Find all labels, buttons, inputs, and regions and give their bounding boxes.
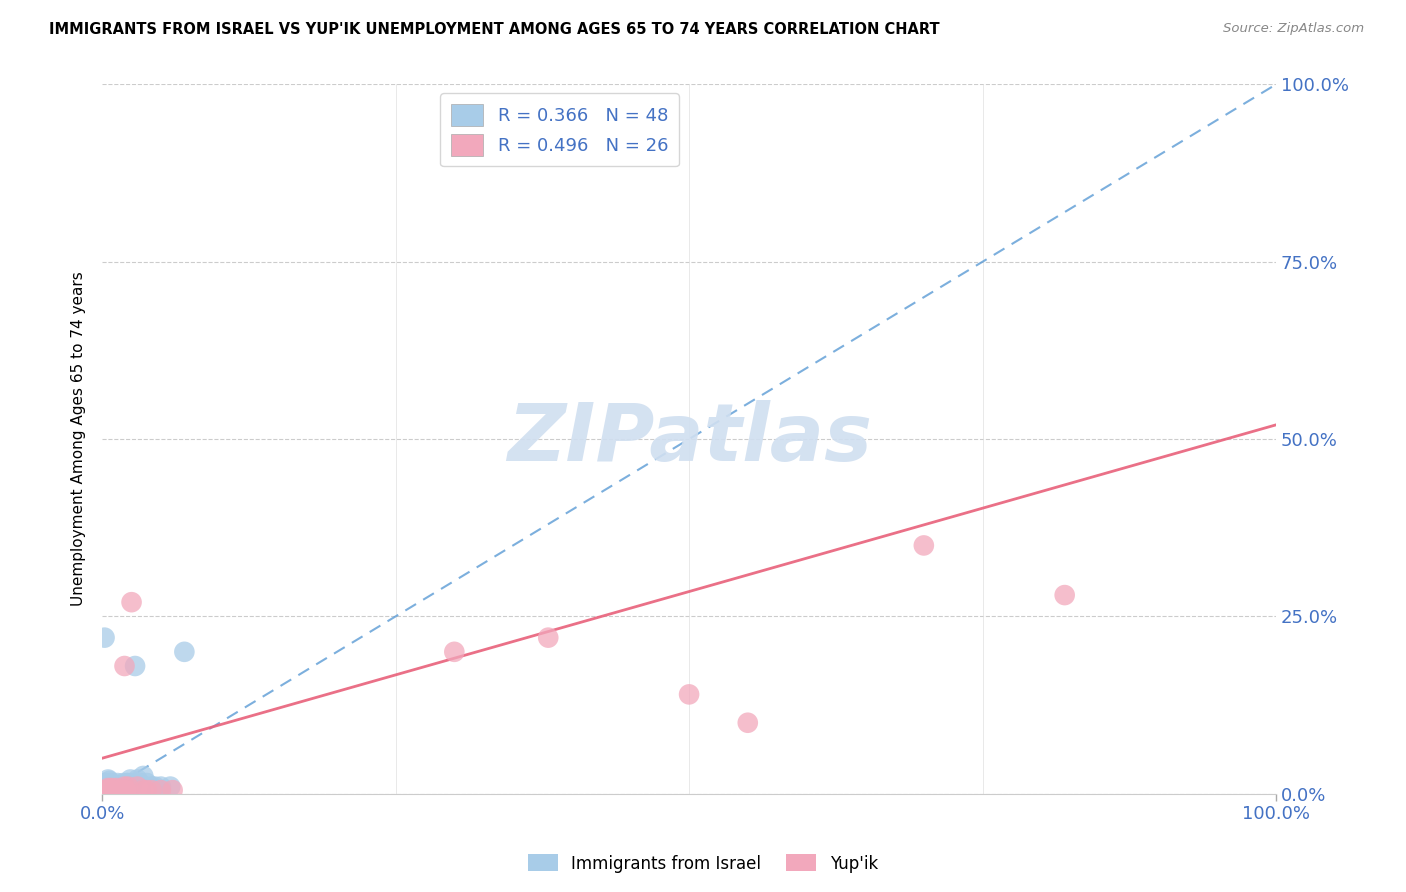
Point	[93, 776, 115, 790]
Point	[93, 631, 115, 645]
Point	[101, 783, 124, 797]
Point	[127, 772, 149, 787]
Point	[100, 778, 122, 792]
Point	[105, 780, 128, 795]
Point	[100, 776, 122, 790]
Point	[110, 778, 132, 792]
Point	[141, 780, 163, 794]
Point	[117, 780, 139, 794]
Point	[104, 780, 127, 794]
Point	[93, 783, 115, 797]
Point	[121, 595, 143, 609]
Text: Source: ZipAtlas.com: Source: ZipAtlas.com	[1223, 22, 1364, 36]
Point	[96, 785, 118, 799]
Point	[1053, 588, 1076, 602]
Point	[114, 780, 136, 794]
Point	[120, 772, 142, 787]
Point	[105, 780, 128, 794]
Point	[103, 778, 125, 792]
Point	[132, 769, 155, 783]
Point	[135, 776, 157, 790]
Point	[94, 776, 117, 790]
Point	[143, 780, 166, 794]
Point	[162, 783, 184, 797]
Point	[98, 783, 121, 797]
Point	[114, 783, 136, 797]
Legend: Immigrants from Israel, Yup'ik: Immigrants from Israel, Yup'ik	[522, 847, 884, 880]
Point	[100, 780, 122, 795]
Point	[135, 783, 157, 797]
Point	[96, 780, 118, 795]
Point	[149, 780, 172, 794]
Point	[94, 783, 117, 797]
Point	[108, 780, 131, 794]
Point	[132, 783, 155, 797]
Point	[103, 783, 125, 797]
Point	[149, 783, 172, 797]
Point	[100, 783, 122, 797]
Point	[100, 783, 122, 797]
Y-axis label: Unemployment Among Ages 65 to 74 years: Unemployment Among Ages 65 to 74 years	[72, 272, 86, 607]
Point	[97, 783, 120, 797]
Point	[678, 687, 700, 701]
Point	[94, 780, 117, 795]
Point	[173, 645, 195, 659]
Text: ZIPatlas: ZIPatlas	[506, 400, 872, 478]
Point	[115, 776, 138, 790]
Point	[159, 780, 181, 794]
Text: IMMIGRANTS FROM ISRAEL VS YUP'IK UNEMPLOYMENT AMONG AGES 65 TO 74 YEARS CORRELAT: IMMIGRANTS FROM ISRAEL VS YUP'IK UNEMPLO…	[49, 22, 939, 37]
Point	[112, 783, 135, 797]
Point	[122, 776, 145, 790]
Point	[101, 778, 124, 792]
Point	[108, 783, 131, 797]
Point	[103, 783, 125, 797]
Point	[94, 785, 117, 799]
Point	[443, 645, 465, 659]
Point	[98, 773, 121, 788]
Point	[100, 780, 122, 794]
Point	[96, 776, 118, 790]
Point	[114, 780, 136, 794]
Point	[98, 780, 121, 794]
Point	[93, 783, 115, 797]
Point	[117, 776, 139, 790]
Point	[100, 783, 122, 797]
Point	[537, 631, 560, 645]
Point	[128, 776, 150, 790]
Point	[112, 776, 135, 790]
Point	[93, 783, 115, 797]
Point	[97, 780, 120, 795]
Point	[127, 780, 149, 794]
Point	[737, 715, 759, 730]
Point	[107, 776, 129, 790]
Legend: R = 0.366   N = 48, R = 0.496   N = 26: R = 0.366 N = 48, R = 0.496 N = 26	[440, 94, 679, 167]
Point	[141, 783, 163, 797]
Point	[121, 780, 143, 794]
Point	[114, 659, 136, 673]
Point	[97, 780, 120, 794]
Point	[93, 780, 115, 794]
Point	[124, 659, 146, 673]
Point	[97, 772, 120, 787]
Point	[912, 538, 935, 552]
